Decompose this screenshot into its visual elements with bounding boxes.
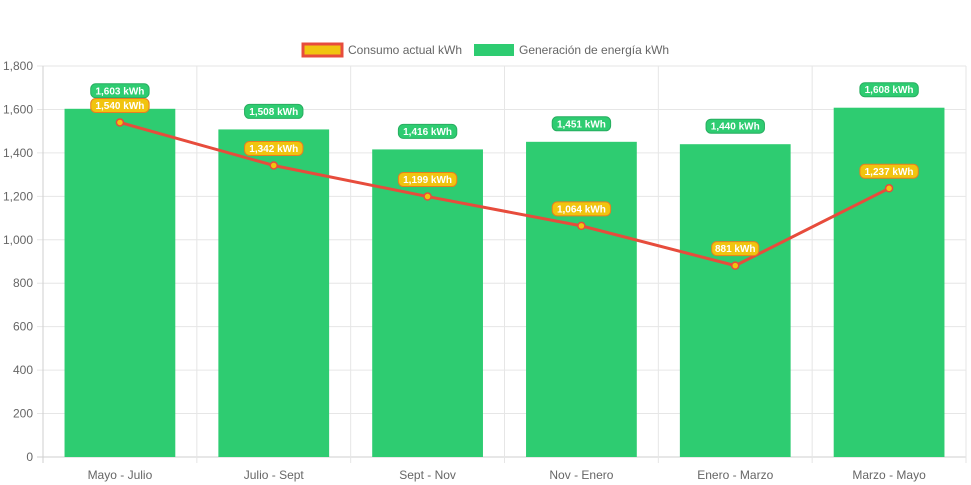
bar-data-label: 1,508 kWh [244,103,304,119]
y-tick-label: 800 [13,276,33,290]
legend-swatch-consumo [301,42,344,58]
bar [833,107,945,457]
legend-swatch-generacion [474,44,514,56]
bar-data-label-bg [859,82,919,98]
bar-data-label: 1,440 kWh [705,118,765,134]
line-point [269,161,278,170]
line-data-label-bg [859,163,919,179]
legend-label-consumo: Consumo actual kWh [348,43,462,57]
line-point [577,221,586,231]
line-point [423,192,432,201]
bar-data-label-text: 1,416 kWh [403,127,452,138]
y-tick-label: 1,600 [3,102,33,116]
line-data-label-text: 1,237 kWh [865,167,914,178]
line-data-label: 1,199 kWh [397,172,458,188]
x-tick-label: Julio - Sept [244,468,305,482]
y-tick-label: 1,800 [3,59,33,73]
bar [64,108,176,457]
line-data-label-bg [397,172,458,188]
gridlines [37,65,967,463]
line-data-label-bg [90,97,150,113]
line-series [115,118,894,270]
line-data-label-text: 1,199 kWh [403,175,452,186]
bar [526,141,637,458]
bar-data-label: 1,416 kWh [397,123,458,139]
legend-item-consumo[interactable]: Consumo actual kWh [301,42,462,58]
bar [218,129,330,457]
line-data-label: 1,064 kWh [551,201,612,217]
bar-data-label: 1,603 kWh [90,83,150,99]
axes: 0 200 400 600 800 1,000 1,200 1,400 1,600 1,800 Ma… [3,59,926,482]
x-tick-label: Marzo - Mayo [852,468,926,482]
line-data-label: 881 kWh [711,241,760,257]
y-tick-label: 1,200 [3,189,33,203]
y-tick-label: 400 [13,363,33,377]
line-data-label-text: 1,540 kWh [95,101,144,112]
line-point [115,118,125,127]
bar-data-label-text: 1,603 kWh [95,86,144,97]
x-tick-label: Sept - Nov [399,468,456,482]
bar-data-label-bg [551,116,612,132]
legend-label-generacion: Generación de energía kWh [519,43,669,57]
bar-data-label-text: 1,508 kWh [249,107,298,118]
line-data-label-bg [711,241,760,257]
bar-series [64,107,945,458]
legend[interactable]: Consumo actual kWh Generación de energía… [301,42,669,58]
y-tick-label: 0 [26,450,33,464]
y-tick-label: 1,400 [3,146,33,160]
bar-data-label-bg [705,118,765,134]
line-point [731,261,740,270]
y-tick-label: 200 [13,407,33,421]
x-tick-label: Nov - Enero [549,468,613,482]
bar-data-label-text: 1,608 kWh [865,85,914,96]
line-data-label: 1,540 kWh [90,97,150,113]
legend-item-generacion[interactable]: Generación de energía kWh [474,43,669,57]
bar-data-label-text: 1,451 kWh [557,119,606,130]
line-data-label: 1,237 kWh [859,163,919,179]
y-tick-label: 600 [13,320,33,334]
line-data-label-bg [551,201,612,217]
line-data-label-text: 1,064 kWh [557,204,606,215]
line-data-label-bg [244,140,304,156]
line-data-label-text: 881 kWh [715,244,756,255]
bar-data-label-bg [397,123,458,139]
bar-data-label-bg [244,103,304,119]
data-labels: 1,603 kWh 1,508 kWh 1,416 kWh 1,451 kWh 1,44… [90,82,919,257]
line-data-label: 1,342 kWh [244,140,304,156]
bar-data-label-text: 1,440 kWh [711,122,760,133]
y-tick-label: 1,000 [3,233,33,247]
line-point [884,184,894,193]
bar-data-label-bg [90,83,150,99]
bar-data-label: 1,608 kWh [859,82,919,98]
bar-data-label: 1,451 kWh [551,116,612,132]
line-path [119,121,890,268]
line-data-label-text: 1,342 kWh [249,144,298,155]
x-tick-label: Mayo - Julio [88,468,153,482]
bar [679,144,791,457]
x-tick-label: Enero - Marzo [697,468,773,482]
